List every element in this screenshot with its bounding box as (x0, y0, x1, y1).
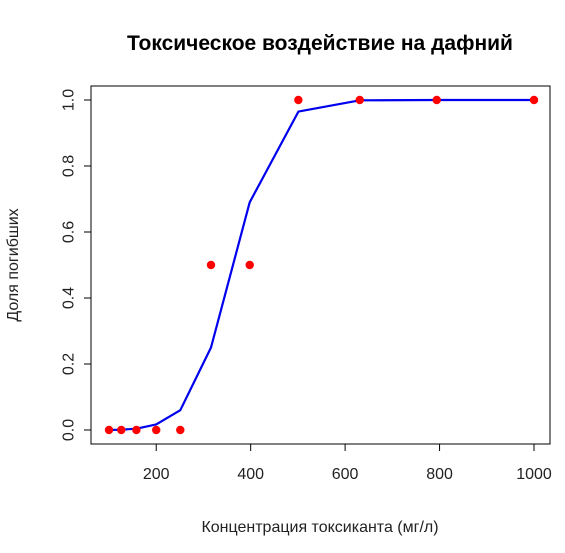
data-point (355, 95, 364, 105)
data-point (132, 425, 141, 435)
y-tick-label: 0.0 (61, 419, 78, 441)
plot-frame (90, 85, 551, 445)
data-point (152, 425, 161, 435)
x-tick-label: 600 (332, 466, 359, 483)
data-point (104, 425, 114, 435)
x-axis-label: Концентрация токсиканта (мг/л) (201, 519, 438, 536)
x-tick-label: 200 (143, 466, 170, 483)
data-point (206, 260, 216, 270)
y-tick-label: 0.2 (61, 353, 78, 375)
x-tick-label: 400 (237, 466, 264, 483)
y-tick-label: 0.6 (61, 221, 78, 243)
y-axis: 0.0 0.2 0.4 0.6 0.8 1.0 (61, 89, 92, 441)
data-point (117, 425, 126, 435)
x-axis: 200 400 600 800 1000 (143, 443, 552, 483)
y-tick-label: 0.4 (61, 287, 78, 309)
data-point (176, 425, 185, 435)
fitted-curve (108, 98, 534, 432)
x-tick-label: 1000 (516, 466, 552, 483)
y-tick-label: 1.0 (61, 89, 78, 111)
y-tick-label: 0.8 (61, 155, 78, 177)
data-point (245, 260, 254, 270)
series-layer (104, 95, 539, 435)
y-axis-label: Доля погибших (5, 208, 22, 321)
chart-title: Токсическое воздействие на дафний (127, 32, 513, 55)
data-point (294, 95, 303, 105)
x-tick-label: 800 (426, 466, 453, 483)
data-point (432, 95, 441, 105)
data-point (529, 95, 539, 105)
